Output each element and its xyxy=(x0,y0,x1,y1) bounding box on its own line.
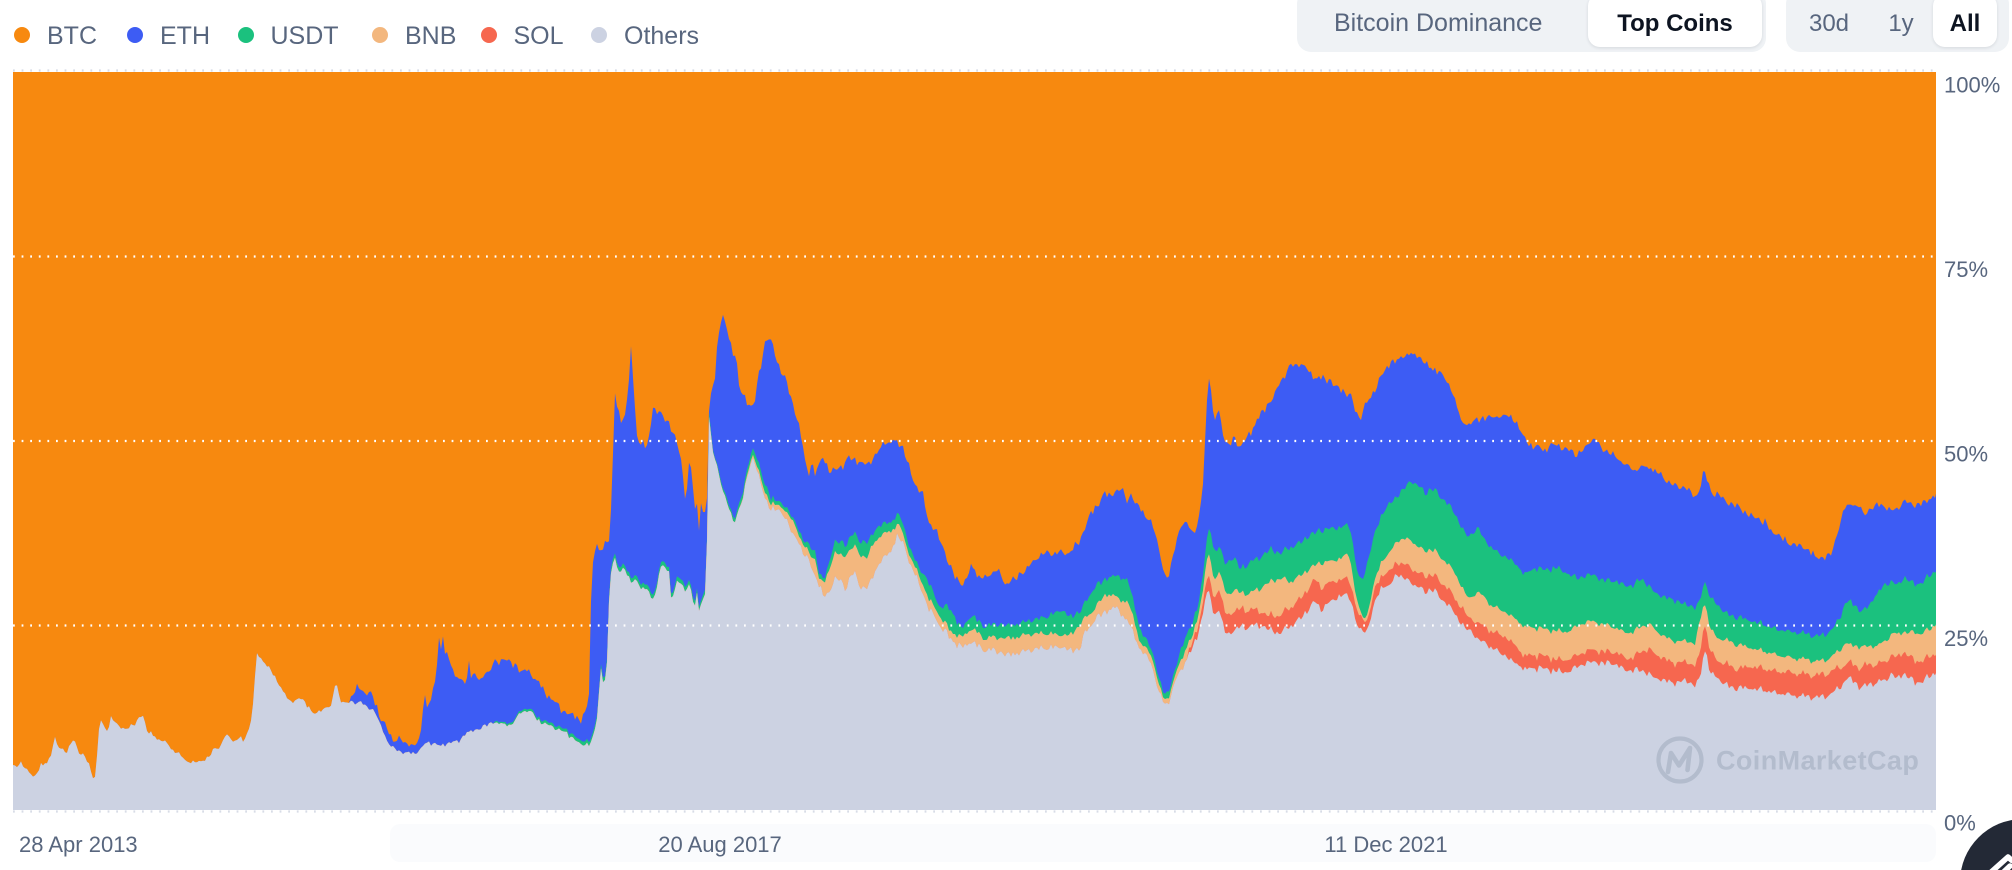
svg-text:100%: 100% xyxy=(1944,73,2000,98)
svg-text:50%: 50% xyxy=(1944,442,1988,467)
svg-text:CoinMarketCap: CoinMarketCap xyxy=(1716,746,1919,776)
svg-text:11 Dec 2021: 11 Dec 2021 xyxy=(1324,832,1447,857)
svg-text:0%: 0% xyxy=(1944,811,1976,836)
svg-text:20 Aug 2017: 20 Aug 2017 xyxy=(658,832,782,857)
svg-text:28 Apr 2013: 28 Apr 2013 xyxy=(19,832,138,857)
svg-text:75%: 75% xyxy=(1944,257,1988,282)
svg-text:25%: 25% xyxy=(1944,626,1988,651)
